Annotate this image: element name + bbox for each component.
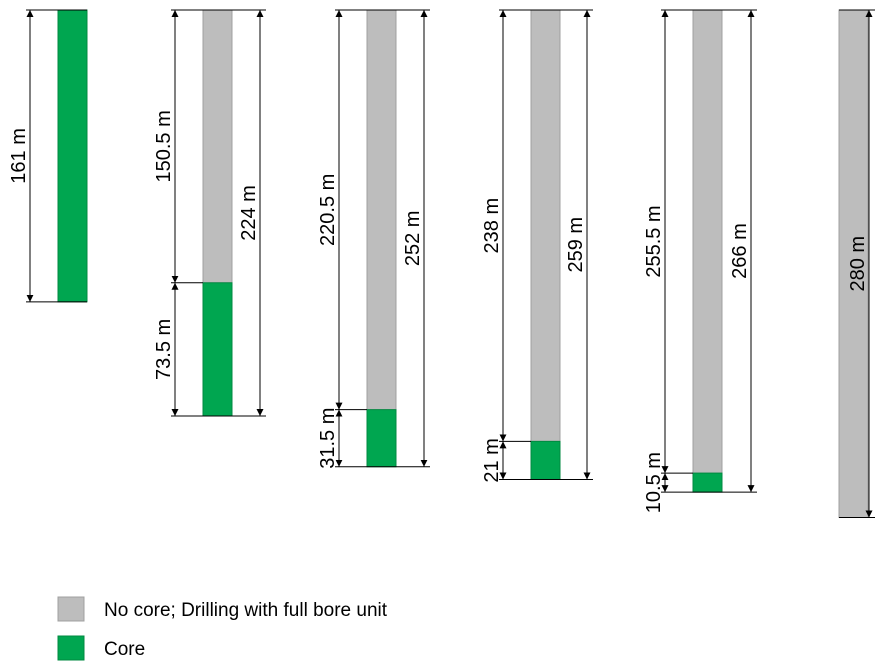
no-core-segment xyxy=(692,9,723,474)
borehole-5: 255.5 m 10.5 m 266 m xyxy=(643,9,757,513)
label-core: 21 m xyxy=(481,438,503,482)
label-core: 73.5 m xyxy=(153,319,175,380)
borehole-3: 220.5 m 31.5 m 252 m xyxy=(317,9,430,469)
legend-swatch-no-core xyxy=(57,596,85,622)
label-total: 252 m xyxy=(402,211,424,267)
borehole-4: 238 m 21 m 259 m xyxy=(481,9,593,483)
label-no-core: 150.5 m xyxy=(153,110,175,182)
label-core: 31.5 m xyxy=(317,408,339,469)
label-no-core: 220.5 m xyxy=(317,174,339,246)
legend-label-core: Core xyxy=(104,639,145,660)
label-total: 280 m xyxy=(847,236,869,292)
label-core: 161 m xyxy=(8,128,30,184)
core-segment xyxy=(57,9,88,303)
no-core-segment xyxy=(530,9,561,442)
borehole-2: 150.5 m 73.5 m 224 m xyxy=(153,9,266,417)
legend: No core; Drilling with full bore unit Co… xyxy=(57,596,388,661)
borehole-1: 161 m xyxy=(8,9,88,303)
core-segment xyxy=(202,282,233,417)
label-core: 10.5 m xyxy=(643,452,665,513)
core-segment xyxy=(366,409,397,468)
borehole-6: 280 m xyxy=(838,9,875,518)
borehole-columns: 161 m 150.5 m 73.5 m 224 m 220.5 m 31.5 m 252 … xyxy=(8,9,875,518)
label-total: 224 m xyxy=(238,185,260,241)
label-no-core: 238 m xyxy=(481,198,503,254)
label-total: 266 m xyxy=(729,223,751,279)
legend-swatch-core xyxy=(57,635,85,661)
no-core-segment xyxy=(202,9,233,284)
label-no-core: 255.5 m xyxy=(643,205,665,277)
legend-label-no-core: No core; Drilling with full bore unit xyxy=(104,600,388,621)
no-core-segment xyxy=(366,9,397,411)
core-segment xyxy=(692,472,723,493)
core-segment xyxy=(530,440,561,480)
label-total: 259 m xyxy=(565,217,587,273)
